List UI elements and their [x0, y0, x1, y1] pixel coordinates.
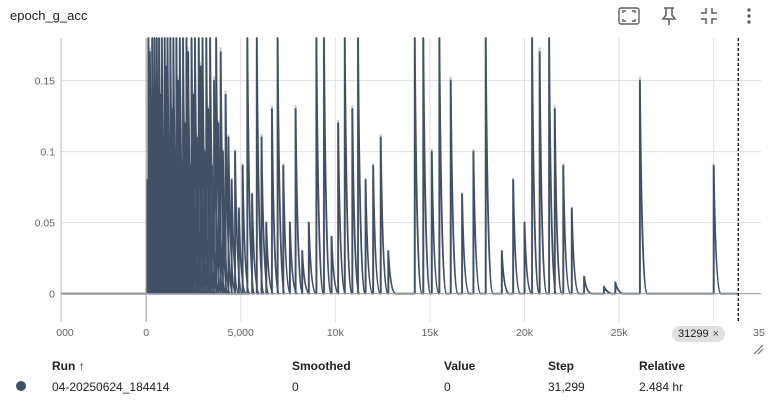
- run-name: 04-20250624_184414: [52, 380, 170, 394]
- y-tick-label: 0.1: [40, 147, 55, 159]
- x-tick-label: 25k: [611, 327, 629, 339]
- x-tick-label: 5,000: [228, 327, 254, 339]
- more-vert-icon[interactable]: [736, 4, 762, 28]
- column-step: Step: [548, 359, 575, 373]
- relative-time: 2.484 hr: [639, 380, 684, 394]
- step-badge-label: 31299: [678, 328, 709, 340]
- column-value: Value: [444, 359, 476, 373]
- chart-toolbar: [616, 4, 762, 28]
- collapse-icon[interactable]: [696, 4, 722, 28]
- run-color-dot: [16, 381, 26, 391]
- step-value: 31,299: [548, 380, 585, 394]
- column-run[interactable]: Run ↑: [52, 359, 85, 373]
- column-smoothed: Smoothed: [292, 359, 351, 373]
- step-badge: 31299 ×: [672, 326, 726, 342]
- chart-title: epoch_g_acc: [10, 8, 88, 23]
- x-tick-label: 35: [753, 327, 765, 339]
- column-relative: Relative: [639, 359, 686, 373]
- pin-icon[interactable]: [656, 4, 682, 28]
- resize-handle-icon[interactable]: [752, 342, 764, 360]
- series-line-04-20250624_184414: [61, 37, 739, 295]
- x-tick-label: 15k: [421, 327, 439, 339]
- runs-table: Run ↑ Smoothed Value Step Relative 04-20…: [0, 356, 768, 398]
- x-tick-label: 20k: [516, 327, 534, 339]
- y-tick-label: 0.05: [35, 218, 56, 230]
- table-row: 04-20250624_184414 0 0 31,299 2.484 hr: [0, 376, 768, 398]
- smoothed-value: 0: [292, 380, 299, 394]
- x-tick-label: 0: [143, 327, 149, 339]
- fit-domain-icon[interactable]: [616, 4, 642, 28]
- x-tick-label: 000: [56, 327, 74, 339]
- y-tick-label: 0.15: [35, 76, 56, 88]
- x-tick-label: 10k: [327, 327, 345, 339]
- smoothed-series-layer: [61, 37, 739, 295]
- raw-value: 0: [444, 380, 451, 394]
- close-icon[interactable]: ×: [712, 328, 720, 340]
- table-header-row: Run ↑ Smoothed Value Step Relative: [0, 356, 768, 376]
- chart-axes: [60, 38, 761, 322]
- y-tick-label: 0: [49, 289, 55, 301]
